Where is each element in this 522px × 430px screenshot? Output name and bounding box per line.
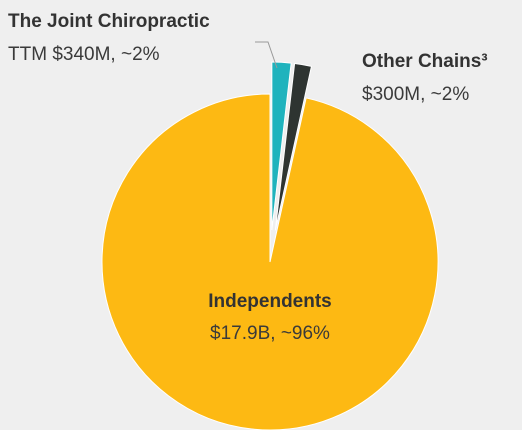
slice-label: Independents — [208, 291, 332, 312]
pie-slice — [274, 63, 313, 231]
slice-label: Other Chains³ — [362, 51, 488, 72]
leader-line — [255, 41, 278, 69]
slice-value-label: $300M, ~2% — [362, 84, 469, 105]
slice-label: The Joint Chiropractic — [8, 11, 210, 32]
slice-value-label: $17.9B, ~96% — [210, 323, 330, 344]
pie-slice — [271, 61, 292, 231]
slice-value-label: TTM $340M, ~2% — [8, 44, 160, 65]
pie-slice — [101, 93, 439, 430]
